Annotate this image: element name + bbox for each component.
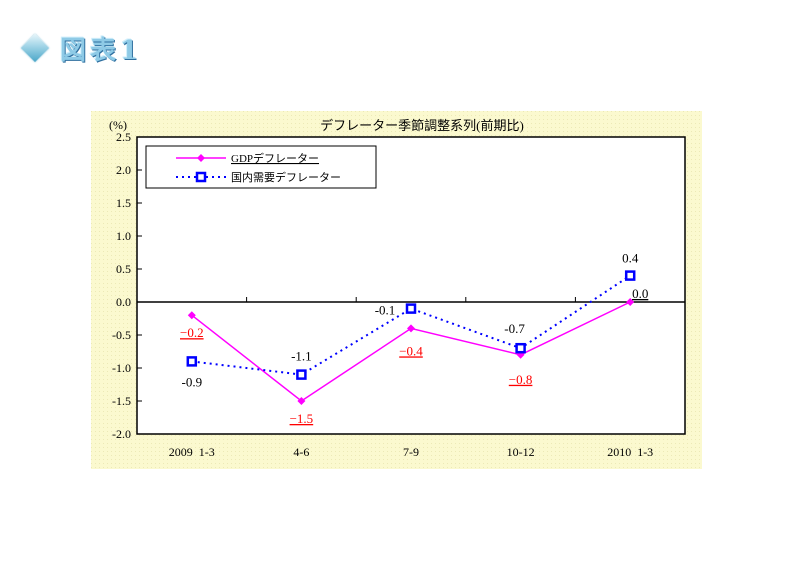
y-tick-label: 0.5 (116, 262, 131, 276)
legend-label-domestic: 国内需要デフレーター (231, 170, 341, 184)
point-domestic (405, 303, 417, 314)
point-gdp (626, 298, 635, 306)
data-label-gdp: 0.0 (632, 286, 648, 301)
x-tick-label: 10-12 (507, 445, 535, 459)
data-label-gdp: −0.2 (180, 325, 204, 340)
data-label-domestic: -1.1 (291, 349, 312, 364)
legend-marker-domestic (195, 171, 207, 183)
x-tick-label: 2010 1-3 (607, 445, 653, 459)
deflator-chart: デフレーター季節調整系列(前期比) (%) 2.5 2.0 1.5 1.0 0.5 0.0… (91, 111, 702, 469)
y-tick-label: -2.0 (112, 427, 131, 441)
point-domestic (296, 369, 307, 380)
x-tick-label: 7-9 (403, 445, 419, 459)
legend-marker-gdp (197, 154, 205, 162)
chart-panel: デフレーター季節調整系列(前期比) (%) 2.5 2.0 1.5 1.0 0.5 0.0… (91, 111, 702, 469)
page-title: 図表1 (60, 35, 143, 66)
data-label-domestic: -0.1 (375, 303, 396, 318)
y-tick-label: -1.0 (112, 361, 131, 375)
diamond-icon (20, 33, 50, 63)
chart-title: デフレーター季節調整系列(前期比) (320, 118, 524, 133)
x-tick-label: 2009 1-3 (169, 445, 215, 459)
y-tick-label: 0.0 (116, 295, 131, 309)
y-tick-label: -1.5 (112, 394, 131, 408)
y-tick-label: 1.5 (116, 196, 131, 210)
y-tick-label: 2.5 (116, 130, 131, 144)
point-gdp (187, 311, 196, 320)
point-domestic (624, 270, 636, 281)
point-domestic (186, 356, 198, 367)
data-label-domestic: -0.9 (182, 374, 203, 389)
x-tick-label: 4-6 (293, 445, 309, 459)
legend-box (145, 145, 377, 189)
y-axis-unit: (%) (109, 118, 127, 132)
data-label-domestic: 0.4 (622, 251, 639, 266)
point-gdp (407, 324, 415, 333)
y-tick-label: 2.0 (116, 163, 131, 177)
data-label-gdp: −0.8 (509, 372, 533, 387)
y-tick-label: 1.0 (116, 229, 131, 243)
data-label-domestic: -0.7 (504, 321, 525, 336)
point-gdp (297, 397, 306, 405)
page-header: 図表1 (20, 28, 142, 68)
y-tick-label: -0.5 (112, 328, 131, 342)
data-label-gdp: −1.5 (290, 411, 314, 426)
data-label-gdp: −0.4 (399, 343, 423, 358)
point-domestic (515, 342, 526, 354)
legend-label-gdp: GDPデフレーター (231, 151, 319, 165)
series-line-domestic (191, 274, 631, 376)
